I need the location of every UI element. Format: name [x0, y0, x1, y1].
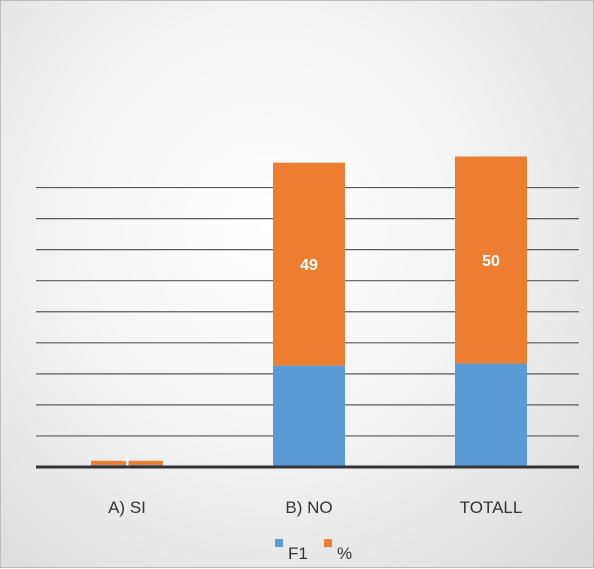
data-label: 1 [123, 456, 132, 473]
data-label: 49 [300, 257, 318, 274]
legend-label-f1: F1 [288, 544, 308, 563]
bar-f1-2 [273, 365, 345, 467]
bar-percent-1 [91, 460, 163, 465]
category-label: TOTALL [460, 498, 523, 517]
category-label: B) NO [285, 498, 332, 517]
data-label: 50 [482, 253, 500, 270]
bar-percent-3 [455, 156, 527, 364]
category-label: A) SI [108, 498, 146, 517]
legend-swatch-f1 [275, 539, 283, 547]
bar-percent-2 [273, 162, 345, 366]
legend-swatch-percent [324, 539, 332, 547]
bar-f1-3 [455, 363, 527, 467]
legend-label-percent: % [337, 544, 352, 563]
